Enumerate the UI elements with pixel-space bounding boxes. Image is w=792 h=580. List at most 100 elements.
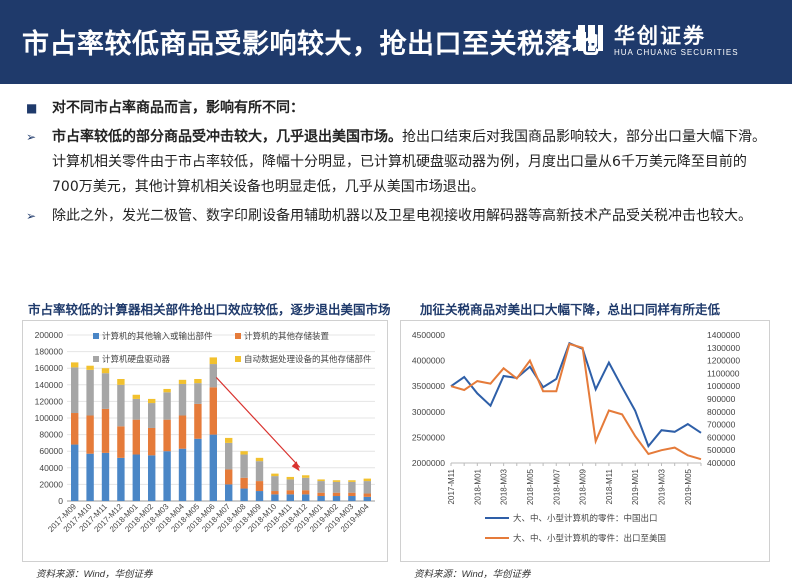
bullet-heading: 对不同市占率商品而言，影响有所不同： bbox=[52, 100, 304, 116]
x-tick-label: 2018-M07 bbox=[552, 468, 561, 505]
bar-segment bbox=[271, 494, 279, 501]
left-chart: 0 20000 40000 60000 80000 100000 120000 140000 1… bbox=[22, 320, 388, 562]
left-y-tick-label: 3000000 bbox=[412, 407, 445, 417]
y-tick-label: 140000 bbox=[35, 380, 64, 390]
right-y-tick-label: 1300000 bbox=[707, 343, 740, 353]
bar-segment bbox=[332, 480, 341, 482]
bar-segment bbox=[209, 387, 217, 435]
bar-segment bbox=[194, 378, 202, 384]
bar-segment bbox=[117, 426, 125, 458]
legend-label: 自动数据处理设备的其他存储部件 bbox=[244, 354, 372, 364]
bar-segment bbox=[225, 469, 233, 485]
bar-segment bbox=[348, 481, 356, 493]
left-y-tick-label: 4000000 bbox=[412, 356, 445, 366]
right-chart-title: 加征关税商品对美出口大幅下降，总出口同样有所走低 bbox=[420, 302, 721, 317]
y-tick-label: 60000 bbox=[39, 446, 63, 456]
bar-segment bbox=[132, 394, 140, 399]
bullet-body: 抢出口结束后对我国商品影响较大，部分出口量大幅下滑。计算机相关零件由于市占率较低… bbox=[52, 129, 766, 195]
right-y-tick-label: 1100000 bbox=[707, 368, 740, 378]
bar-segment bbox=[101, 408, 110, 453]
x-tick-label: 2019-M03 bbox=[658, 468, 667, 505]
x-tick-label: 2019-M05 bbox=[684, 468, 693, 505]
x-tick-label: 2018-M03 bbox=[500, 468, 509, 505]
bar-segment bbox=[317, 481, 325, 493]
bar-segment bbox=[132, 419, 140, 455]
bar-segment bbox=[163, 388, 171, 393]
bullet-text: 除此之外，发光二极管、数字印刷设备用辅助机器以及卫星电视接收用解码器等高新技术产… bbox=[52, 208, 752, 224]
bar-segment bbox=[286, 479, 294, 491]
square-bullet-icon: ■ bbox=[26, 101, 38, 115]
bar-segment bbox=[332, 481, 341, 493]
right-y-tick-label: 800000 bbox=[707, 407, 736, 417]
bar-segment bbox=[209, 364, 217, 388]
left-y-tick-label: 4500000 bbox=[412, 330, 445, 340]
bar-segment bbox=[240, 451, 248, 455]
right-y-tick-label: 1200000 bbox=[707, 356, 740, 366]
bar-segment bbox=[178, 379, 187, 384]
bar-segment bbox=[117, 378, 125, 385]
right-y-tick-label: 1400000 bbox=[707, 330, 740, 340]
bar-segment bbox=[302, 475, 310, 478]
bar-segment bbox=[225, 484, 233, 501]
y-tick-label: 120000 bbox=[35, 396, 64, 406]
bar-segment bbox=[148, 427, 156, 456]
bar-segment bbox=[317, 496, 325, 501]
bar-segment bbox=[86, 415, 94, 454]
bar-segment bbox=[286, 490, 294, 495]
y-tick-label: 0 bbox=[58, 496, 63, 506]
legend-label: 计算机硬盘驱动器 bbox=[102, 354, 171, 364]
y-tick-label: 80000 bbox=[39, 430, 63, 440]
dual-axis-line-chart: 2000000 2500000 3000000 3500000 4000000 45000… bbox=[412, 330, 740, 543]
bar-segment bbox=[117, 384, 125, 427]
bar-segment bbox=[225, 442, 233, 470]
bar-segment bbox=[86, 453, 94, 501]
bullet-item: ➢ 市占率较低的部分商品受冲击较大，几乎退出美国市场。抢出口结束后对我国商品影响… bbox=[22, 125, 772, 200]
bar-segment bbox=[317, 492, 325, 497]
bar-segment bbox=[302, 494, 310, 501]
y-tick-label: 20000 bbox=[39, 479, 63, 489]
right-y-tick-label: 1000000 bbox=[707, 381, 740, 391]
company-logo: 华创证券 HUA CHUANG SECURITIES bbox=[574, 20, 764, 64]
bar-segment bbox=[225, 437, 233, 443]
right-y-tick-label: 400000 bbox=[707, 458, 736, 468]
bar-segment bbox=[209, 357, 217, 365]
legend-swatch bbox=[235, 356, 241, 362]
bar-segment bbox=[194, 438, 202, 501]
left-y-tick-label: 3500000 bbox=[412, 381, 445, 391]
bar-segment bbox=[286, 476, 294, 480]
legend-swatch bbox=[235, 333, 241, 339]
bar-segment bbox=[348, 480, 356, 482]
bar-segment bbox=[71, 444, 79, 501]
bar-segment bbox=[178, 383, 187, 416]
bar-segment bbox=[71, 413, 79, 445]
logo-english-name: HUA CHUANG SECURITIES bbox=[614, 48, 739, 57]
series-line bbox=[450, 342, 702, 461]
legend-swatch bbox=[93, 333, 99, 339]
bar-segment bbox=[302, 490, 310, 495]
left-chart-title: 市占率较低的计算器相关部件抢出口效应较低，逐步退出美国市场 bbox=[28, 302, 391, 317]
bar-segment bbox=[117, 457, 125, 501]
left-y-tick-label: 2000000 bbox=[412, 458, 445, 468]
trend-arrow-line bbox=[215, 377, 301, 468]
bar-segment bbox=[148, 403, 156, 428]
bar-segment bbox=[86, 369, 94, 416]
x-tick-label: 2018-M11 bbox=[605, 468, 614, 504]
arrow-bullet-icon: ➢ bbox=[26, 130, 37, 144]
bar-segment bbox=[302, 477, 310, 491]
bar-segment bbox=[240, 488, 248, 501]
legend-label: 计算机的其他输入或输出部件 bbox=[102, 331, 213, 341]
bar-segment bbox=[240, 477, 248, 489]
right-y-tick-label: 600000 bbox=[707, 432, 736, 442]
bar-segment bbox=[363, 493, 371, 497]
bar-segment bbox=[148, 398, 156, 404]
bullet-item: ➢ 除此之外，发光二极管、数字印刷设备用辅助机器以及卫星电视接收用解码器等高新技… bbox=[22, 204, 772, 229]
y-tick-label: 40000 bbox=[39, 463, 63, 473]
x-tick-label: 2019-M01 bbox=[631, 468, 640, 505]
left-y-tick-label: 2500000 bbox=[412, 432, 445, 442]
stacked-bar-chart: 0 20000 40000 60000 80000 100000 120000 140000 1… bbox=[35, 330, 375, 534]
bullet-lead: 市占率较低的部分商品受冲击较大，几乎退出美国市场。 bbox=[52, 129, 402, 145]
bar-segment bbox=[178, 415, 187, 449]
x-tick-label: 2017-M11 bbox=[447, 468, 456, 504]
bar-segment bbox=[163, 392, 171, 420]
bar-segment bbox=[286, 494, 294, 501]
